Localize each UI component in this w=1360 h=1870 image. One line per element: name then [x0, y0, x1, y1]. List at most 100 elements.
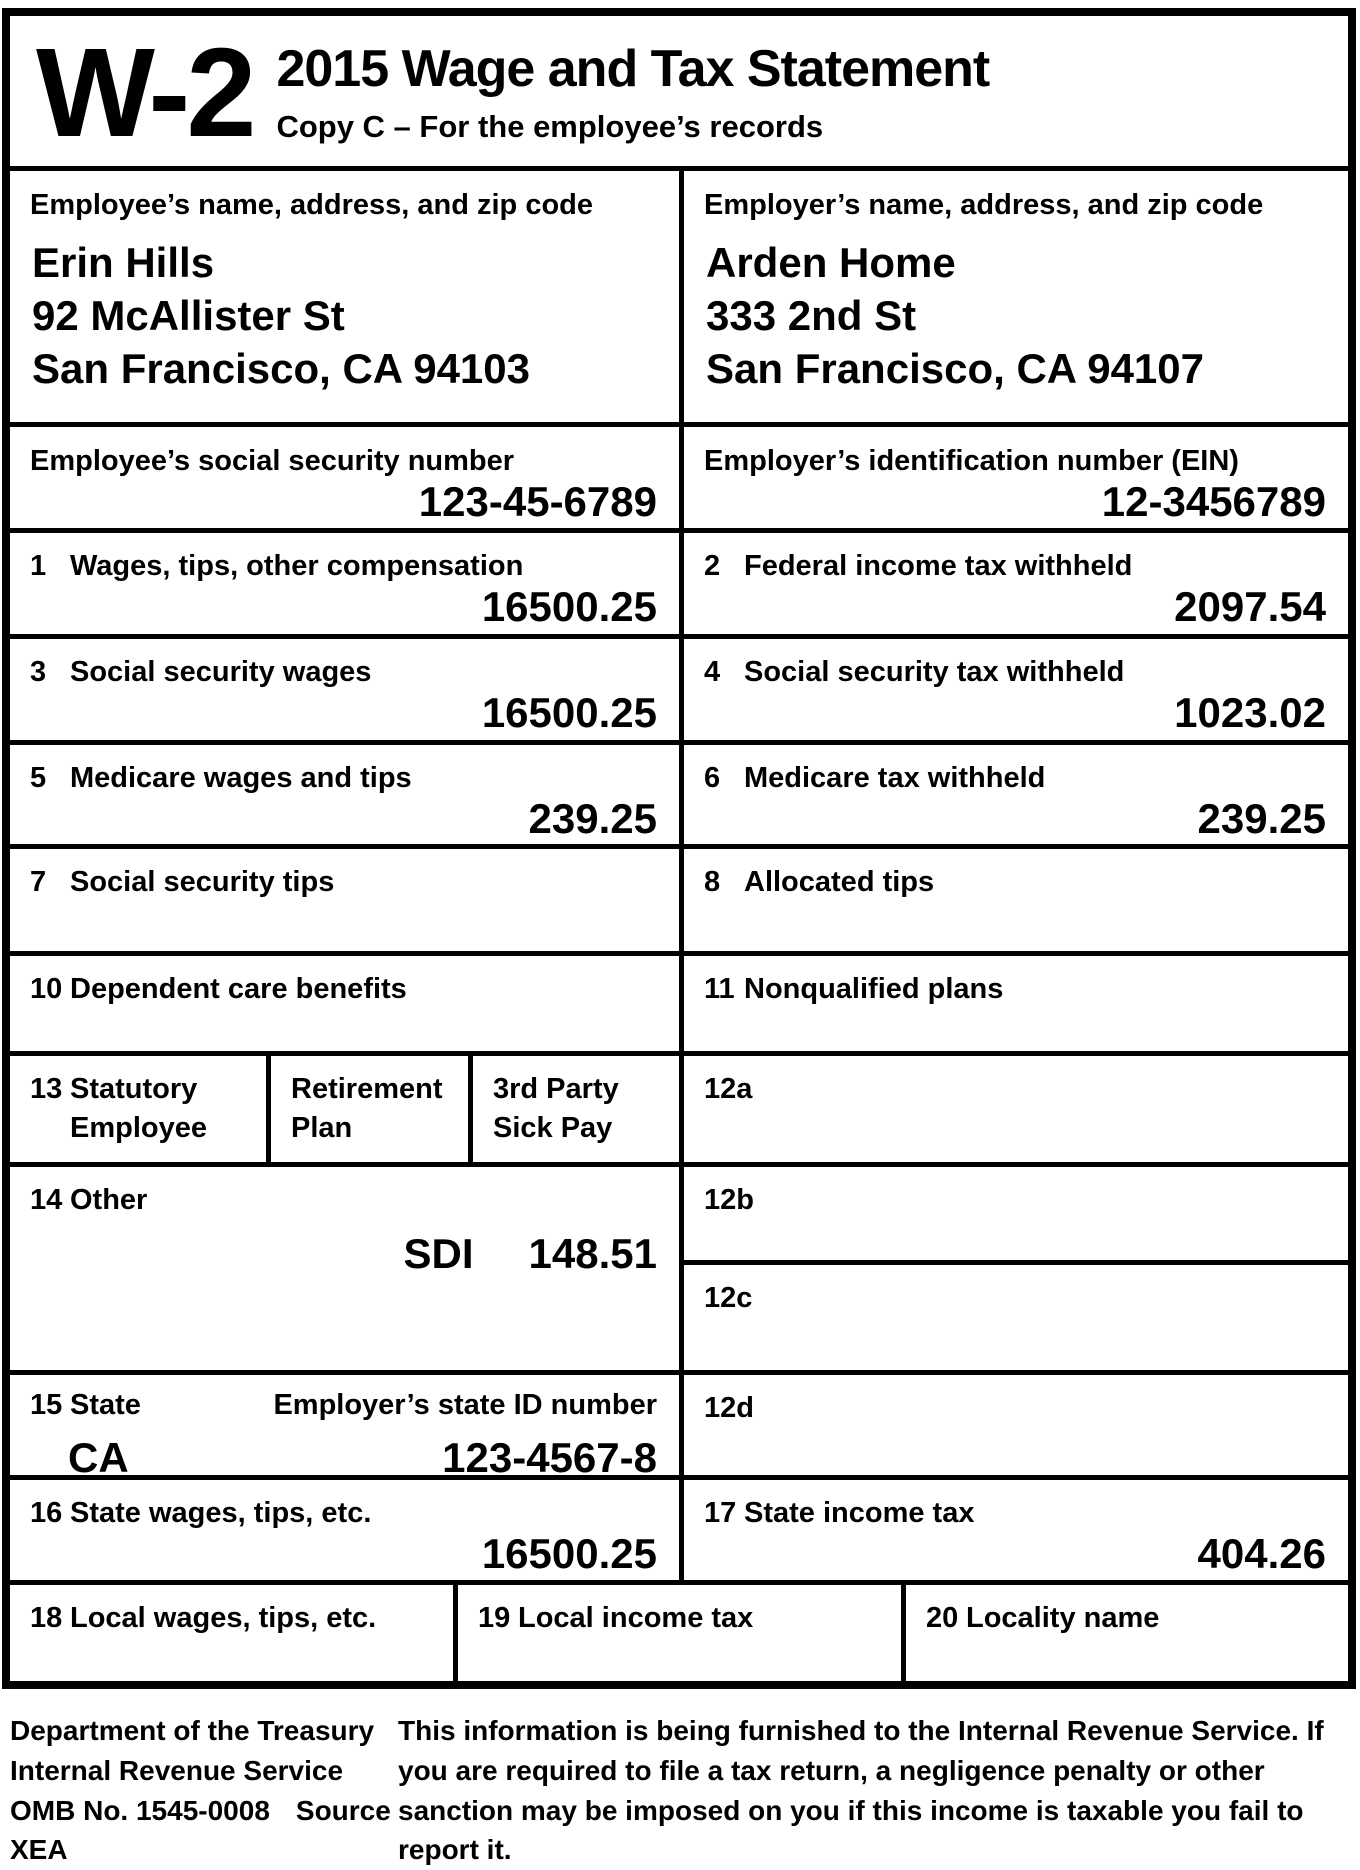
box7-box8-row: 7 Social security tips 8 Allocated tips — [10, 844, 1348, 951]
box11: 11 Nonqualified plans — [684, 956, 1348, 1051]
box10-number: 10 — [30, 973, 63, 1005]
agency-block: Department of the Treasury Internal Reve… — [10, 1711, 398, 1870]
box11-number: 11 — [704, 973, 735, 1005]
box12a: 12a — [684, 1056, 1348, 1162]
box19-label: Local income tax — [518, 1602, 754, 1634]
box18-number: 18 — [30, 1602, 63, 1634]
box2: 2 Federal income tax withheld 2097.54 — [684, 533, 1348, 634]
box3-value: 16500.25 — [481, 688, 657, 736]
box12b: 12b — [684, 1167, 1348, 1265]
box1-value: 16500.25 — [481, 582, 657, 630]
employee-address-line2: San Francisco, CA 94103 — [32, 344, 531, 392]
box7-value — [10, 937, 679, 951]
box8: 8 Allocated tips — [684, 849, 1348, 951]
box12a-label: 12a — [704, 1073, 753, 1105]
box15-state-label: State — [70, 1389, 141, 1421]
box13-retirement-line1: Retirement — [291, 1073, 443, 1105]
box14-box12bc-row: 14 Other SDI 148.51 12b 12c — [10, 1162, 1348, 1370]
ein-label: Employer’s identification number (EIN) — [704, 445, 1239, 477]
box2-number: 2 — [704, 550, 721, 582]
box19-number: 19 — [478, 1602, 511, 1634]
box2-value: 2097.54 — [1174, 582, 1326, 630]
box14-amount: 148.51 — [528, 1229, 657, 1277]
w2-form: W-2 2015 Wage and Tax Statement Copy C –… — [2, 8, 1356, 1689]
box6-value: 239.25 — [1197, 794, 1326, 842]
box6-number: 6 — [704, 762, 721, 794]
box14-value: SDI 148.51 — [10, 1220, 679, 1278]
box16-value: 16500.25 — [481, 1529, 657, 1577]
box15-state-value: CA — [68, 1434, 129, 1481]
box13-retirement-line2: Plan — [291, 1111, 353, 1144]
employer-address-line1: 333 2nd St — [706, 291, 917, 339]
box14-number: 14 — [30, 1184, 63, 1216]
w2-mark: W-2 — [36, 22, 256, 163]
box12b-label: 12b — [704, 1184, 754, 1216]
box17-label: State income tax — [744, 1497, 975, 1529]
box4-number: 4 — [704, 656, 721, 688]
box8-label: Allocated tips — [744, 866, 935, 898]
box7: 7 Social security tips — [10, 849, 684, 951]
box17-number: 17 — [704, 1497, 737, 1529]
box11-value — [684, 1037, 1348, 1051]
box18: 18 Local wages, tips, etc. — [10, 1585, 458, 1681]
box7-label: Social security tips — [70, 866, 335, 898]
form-copy-line: Copy C – For the employee’s records — [276, 108, 824, 144]
box15-state-id-label: Employer’s state ID number — [273, 1389, 657, 1421]
box13-sickpay-line1: 3rd Party — [493, 1073, 619, 1105]
box15: 15 State Employer’s state ID number CA 12… — [10, 1375, 684, 1481]
irs-notice: This information is being furnished to t… — [398, 1715, 1324, 1866]
box18-label: Local wages, tips, etc. — [70, 1602, 377, 1634]
box1-label: Wages, tips, other compensation — [70, 550, 524, 582]
box16: 16 State wages, tips, etc. 16500.25 — [10, 1480, 684, 1580]
box12d-label: 12d — [704, 1392, 754, 1424]
box12c: 12c — [684, 1265, 1348, 1370]
box16-number: 16 — [30, 1497, 63, 1529]
box13-statutory-employee: 13 Statutory Employee — [10, 1056, 271, 1162]
employee-address-line1: 92 McAllister St — [32, 291, 345, 339]
box13: 13 Statutory Employee Retirement Plan — [10, 1056, 684, 1162]
box4-value: 1023.02 — [1174, 688, 1326, 736]
ein-box: Employer’s identification number (EIN) 1… — [684, 427, 1348, 528]
box2-label: Federal income tax withheld — [744, 550, 1133, 582]
box13-statutory-line1: Statutory — [70, 1073, 198, 1105]
employer-address-label: Employer’s name, address, and zip code — [704, 189, 1264, 221]
box5: 5 Medicare wages and tips 239.25 — [10, 745, 684, 844]
box10-label: Dependent care benefits — [70, 973, 407, 1005]
box10-box11-row: 10 Dependent care benefits 11 Nonqualified… — [10, 951, 1348, 1051]
box16-label: State wages, tips, etc. — [70, 1497, 372, 1529]
box3-box4-row: 3 Social security wages 16500.25 4 Social … — [10, 634, 1348, 740]
form-title-block: 2015 Wage and Tax Statement Copy C – For… — [264, 16, 990, 145]
names-row: Employee’s name, address, and zip code E… — [10, 166, 1348, 422]
box6-label: Medicare tax withheld — [744, 762, 1046, 794]
box4-label: Social security tax withheld — [744, 656, 1125, 688]
box13-number: 13 — [30, 1073, 63, 1105]
box3-number: 3 — [30, 656, 47, 688]
agency-line2: Internal Revenue Service — [10, 1754, 344, 1786]
box8-value — [684, 937, 1348, 951]
box4: 4 Social security tax withheld 1023.02 — [684, 639, 1348, 740]
box15-state-id-value: 123-4567-8 — [442, 1434, 657, 1481]
box14: 14 Other SDI 148.51 — [10, 1167, 684, 1370]
box1: 1 Wages, tips, other compensation 16500.2… — [10, 533, 684, 634]
box5-box6-row: 5 Medicare wages and tips 239.25 6 Medicar… — [10, 740, 1348, 844]
box20-label: Locality name — [966, 1602, 1160, 1634]
box14-label: Other — [70, 1184, 148, 1216]
employee-address-box: Employee’s name, address, and zip code E… — [10, 171, 684, 422]
employer-address-box: Employer’s name, address, and zip code A… — [684, 171, 1348, 422]
form-header: W-2 2015 Wage and Tax Statement Copy C –… — [10, 16, 1348, 166]
box5-label: Medicare wages and tips — [70, 762, 412, 794]
box11-label: Nonqualified plans — [744, 973, 1004, 1005]
box3-label: Social security wages — [70, 656, 372, 688]
box12c-label: 12c — [704, 1282, 753, 1314]
employer-name: Arden Home — [706, 238, 956, 286]
box8-number: 8 — [704, 866, 721, 898]
employee-name: Erin Hills — [32, 238, 215, 286]
employer-name-address: Arden Home 333 2nd St San Francisco, CA … — [684, 225, 1348, 396]
box14-item: SDI — [403, 1229, 474, 1277]
ssn-value: 123-45-6789 — [418, 477, 657, 525]
box19: 19 Local income tax — [458, 1585, 906, 1681]
employee-address-label: Employee’s name, address, and zip code — [30, 189, 594, 221]
box1-number: 1 — [30, 550, 47, 582]
agency-line1: Department of the Treasury — [10, 1715, 375, 1746]
employer-address-line2: San Francisco, CA 94107 — [706, 344, 1205, 392]
